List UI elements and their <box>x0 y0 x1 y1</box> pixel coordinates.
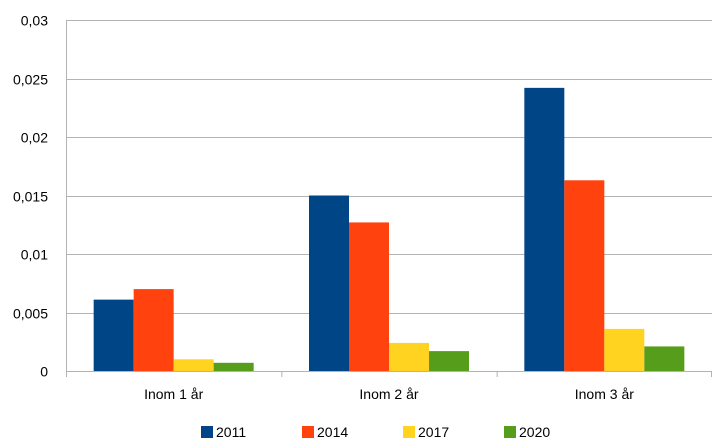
legend: 2011 2014 2017 2020 <box>201 424 550 440</box>
y-tick-label: 0,015 <box>13 189 48 205</box>
bar <box>173 359 214 371</box>
legend-label: 2017 <box>418 424 449 440</box>
legend-label: 2020 <box>519 424 550 440</box>
bar <box>644 346 685 371</box>
x-tick-label: Inom 1 år <box>144 386 203 402</box>
bar <box>389 342 429 371</box>
legend-label: 2014 <box>317 424 348 440</box>
bar <box>604 328 645 371</box>
legend-swatch <box>504 426 516 438</box>
x-tick-label: Inom 3 år <box>575 386 634 402</box>
y-tick-label: 0 <box>40 364 48 380</box>
bar <box>349 222 389 371</box>
y-axis-ticks: 0 0,005 0,01 0,015 0,02 0,025 0,03 <box>13 13 48 380</box>
y-tick-label: 0,02 <box>21 130 48 146</box>
y-tick-label: 0,025 <box>13 72 48 88</box>
y-tick-label: 0,03 <box>21 13 48 29</box>
bar <box>213 362 254 371</box>
bar <box>93 299 134 371</box>
legend-swatch <box>302 426 314 438</box>
legend-swatch <box>201 426 213 438</box>
bar <box>133 289 174 371</box>
bar <box>564 180 605 371</box>
legend-label: 2011 <box>216 424 246 440</box>
legend-swatch <box>403 426 415 438</box>
bars <box>93 87 685 372</box>
bar <box>309 195 349 371</box>
y-tick-label: 0,005 <box>13 306 48 322</box>
bar <box>429 351 469 371</box>
x-tick-label: Inom 2 år <box>359 386 418 402</box>
y-tick-label: 0,01 <box>21 247 48 263</box>
bar <box>524 87 565 372</box>
x-axis: Inom 1 år Inom 2 år Inom 3 år <box>66 20 712 402</box>
